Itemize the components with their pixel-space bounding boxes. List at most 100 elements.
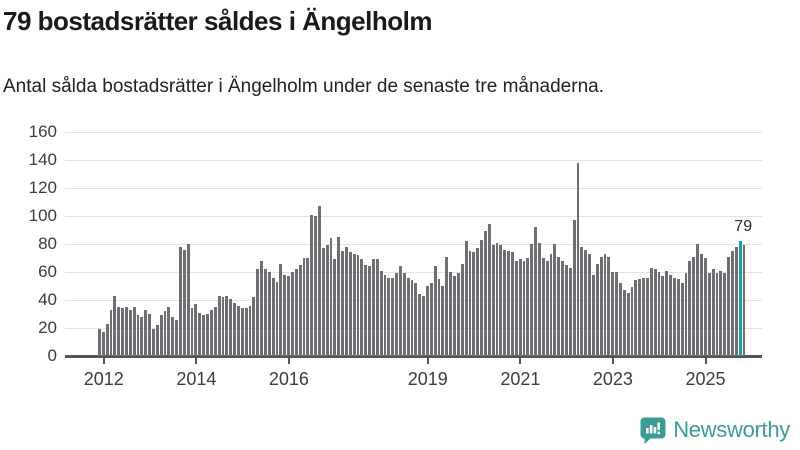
bar	[167, 307, 171, 356]
bar	[487, 224, 491, 356]
bar	[283, 274, 287, 356]
y-tick-label: 60	[38, 262, 57, 281]
bar	[244, 308, 248, 356]
bar	[603, 253, 607, 356]
gridline	[65, 244, 762, 245]
bar	[360, 259, 364, 356]
bar	[468, 251, 472, 356]
bar	[711, 269, 715, 356]
x-axis-line	[65, 355, 762, 358]
bar	[642, 277, 646, 356]
bar	[646, 277, 649, 356]
bar	[221, 297, 225, 356]
bar	[476, 248, 480, 356]
bar	[321, 248, 325, 356]
bar	[379, 270, 383, 356]
bar	[692, 256, 696, 356]
bar	[507, 251, 510, 356]
gridline	[65, 328, 762, 329]
chart-subtitle: Antal sålda bostadsrätter i Ängelholm un…	[3, 76, 604, 97]
bar	[742, 245, 746, 356]
bar	[534, 227, 537, 356]
bar	[665, 270, 669, 356]
gridline	[65, 160, 762, 161]
y-tick-label: 40	[38, 290, 57, 309]
bar	[298, 265, 302, 356]
bar	[680, 283, 684, 356]
bar	[399, 266, 402, 356]
bar	[607, 256, 611, 356]
x-tick-label: 2012	[83, 369, 124, 389]
bar	[368, 266, 372, 356]
newsworthy-logo-icon	[640, 417, 666, 444]
y-tick-label: 0	[47, 346, 57, 365]
y-tick-label: 80	[38, 234, 57, 253]
bar	[337, 237, 341, 356]
bar-series	[98, 132, 746, 356]
bar	[140, 316, 144, 356]
bar	[626, 293, 630, 356]
bar	[684, 273, 688, 356]
bar	[198, 312, 202, 356]
bar	[449, 272, 453, 356]
bar	[522, 260, 526, 356]
bar	[213, 307, 217, 356]
bar	[144, 309, 148, 356]
bar	[391, 277, 395, 356]
bar	[267, 272, 271, 356]
bar	[719, 270, 723, 356]
bar	[673, 277, 676, 356]
x-tick-label: 2016	[268, 369, 309, 389]
bar	[260, 260, 263, 356]
bar	[345, 246, 348, 356]
bar	[182, 249, 186, 356]
bar	[503, 249, 507, 356]
gridline	[65, 132, 762, 133]
y-tick-label: 160	[28, 122, 57, 141]
bar	[669, 274, 673, 356]
bar	[159, 315, 163, 356]
bar	[395, 273, 399, 356]
bar	[252, 297, 256, 356]
bar	[696, 244, 700, 356]
x-tick	[102, 358, 105, 364]
bar	[233, 302, 236, 356]
bar	[553, 244, 557, 356]
bar	[510, 252, 514, 356]
bar	[441, 286, 445, 356]
x-tick	[704, 358, 707, 364]
bar	[383, 274, 387, 356]
bar	[406, 277, 410, 356]
bar	[464, 241, 468, 356]
bar	[364, 265, 368, 356]
bar	[422, 295, 426, 356]
bar	[302, 258, 306, 356]
bar	[437, 279, 441, 356]
bar	[209, 309, 213, 356]
bar	[256, 269, 260, 356]
bar	[595, 263, 599, 356]
bar	[572, 220, 576, 356]
x-tick-label: 2021	[500, 369, 541, 389]
bar	[125, 307, 128, 356]
last-value-label: 79	[734, 218, 753, 236]
gridline	[65, 216, 762, 217]
bar	[356, 255, 360, 356]
bar	[700, 253, 703, 356]
bar	[429, 283, 433, 356]
y-tick-label: 140	[28, 150, 57, 169]
bar	[333, 259, 337, 356]
bar	[657, 272, 661, 356]
bar	[202, 315, 206, 356]
bar	[206, 314, 209, 356]
bar	[615, 272, 619, 356]
x-tick	[287, 358, 290, 364]
gridline	[65, 188, 762, 189]
bar	[561, 260, 564, 356]
bar	[329, 238, 333, 356]
bar	[622, 290, 626, 356]
newsworthy-logo-text: Newsworthy	[673, 417, 790, 442]
bar	[225, 295, 229, 356]
bar	[279, 263, 283, 356]
